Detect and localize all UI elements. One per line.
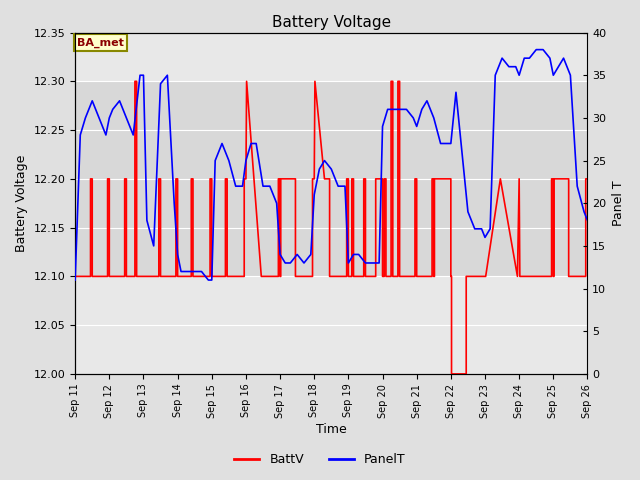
X-axis label: Time: Time (316, 423, 347, 436)
PanelT (584, 217, 591, 223)
PanelT (136, 72, 144, 78)
BattV (516, 274, 524, 279)
PanelT (532, 47, 540, 52)
PanelT (205, 277, 212, 283)
Y-axis label: Battery Voltage: Battery Voltage (15, 155, 28, 252)
Line: PanelT: PanelT (75, 49, 588, 280)
BattV (242, 176, 250, 182)
Y-axis label: Panel T: Panel T (612, 180, 625, 226)
Line: BattV: BattV (75, 81, 588, 374)
PanelT (505, 64, 513, 70)
PanelT (573, 183, 581, 189)
PanelT (71, 277, 79, 283)
Title: Battery Voltage: Battery Voltage (272, 15, 391, 30)
BattV (584, 176, 591, 182)
BattV (343, 274, 351, 279)
BattV (349, 176, 357, 182)
PanelT (191, 269, 198, 275)
Legend: BattV, PanelT: BattV, PanelT (229, 448, 411, 471)
BattV (71, 274, 79, 279)
BattV (387, 78, 395, 84)
BattV (448, 371, 456, 377)
Bar (75, 81, 588, 276)
BattV (131, 78, 139, 84)
BattV (394, 274, 402, 279)
PanelT (580, 209, 588, 215)
Text: BA_met: BA_met (77, 37, 124, 48)
